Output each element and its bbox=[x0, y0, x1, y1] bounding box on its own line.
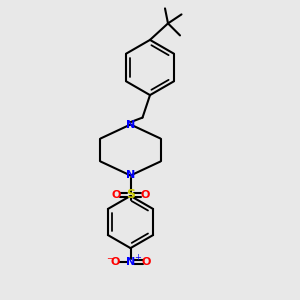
Text: +: + bbox=[134, 254, 140, 262]
Text: S: S bbox=[126, 188, 135, 202]
Text: N: N bbox=[126, 119, 135, 130]
Text: O: O bbox=[110, 256, 120, 267]
Text: O: O bbox=[141, 256, 151, 267]
Text: O: O bbox=[111, 190, 121, 200]
Text: N: N bbox=[126, 256, 135, 267]
Text: N: N bbox=[126, 170, 135, 181]
Text: O: O bbox=[140, 190, 150, 200]
Text: −: − bbox=[106, 254, 113, 263]
